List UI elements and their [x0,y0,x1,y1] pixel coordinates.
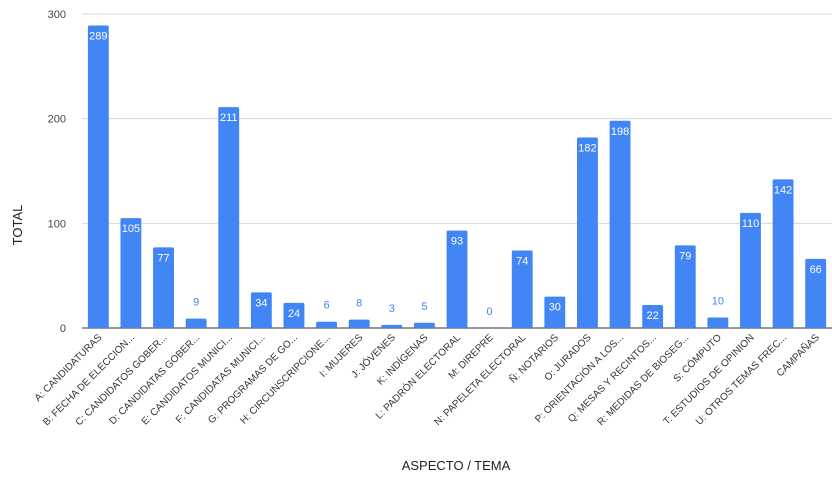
data-label: 211 [220,112,238,124]
y-tick-label: 0 [60,323,66,335]
y-tick-label: 200 [48,114,66,126]
bar [609,120,631,328]
data-label: 93 [451,236,463,248]
data-label: 10 [712,296,724,308]
bar [413,322,435,328]
data-label: 8 [356,298,362,310]
y-tick-label: 100 [48,218,66,230]
data-label: 24 [288,308,300,320]
data-label: 34 [255,297,267,309]
bar [544,296,566,328]
data-label: 182 [578,143,596,155]
data-label: 289 [89,31,107,43]
data-label: 30 [549,302,561,314]
data-label: 79 [679,250,691,262]
bar [511,250,533,328]
bar [707,317,729,328]
data-label: 5 [421,301,427,313]
bars [87,25,827,328]
data-label: 66 [810,264,822,276]
x-axis-title: ASPECTO / TEMA [402,458,511,473]
data-label: 0 [487,306,493,318]
bar [120,218,142,328]
y-axis-title: TOTAL [10,205,25,246]
bar [446,230,468,328]
data-label: 77 [157,252,169,264]
bar [381,324,403,328]
bar [218,107,240,328]
bar [740,212,761,328]
bar [153,247,174,328]
bar [772,179,794,328]
data-label: 9 [193,297,199,309]
data-label: 110 [742,218,760,230]
data-label: 22 [647,310,659,322]
bar [250,292,272,328]
bar [87,25,109,328]
bar [674,245,696,328]
bar [283,302,305,328]
data-label: 3 [389,303,395,315]
y-axis-ticks: 0 100 200 300 [48,9,66,335]
bar [316,321,337,328]
data-label: 105 [122,223,140,235]
data-label: 198 [611,126,629,138]
data-labels: 289 105 77 9 211 34 24 6 8 3 5 93 0 74 30 182 198 22 79 10 1… [89,31,822,322]
bar [642,304,664,328]
bar [805,258,827,328]
bar [348,319,370,328]
data-label: 142 [774,184,792,196]
data-label: 74 [516,256,528,268]
data-label: 6 [324,300,330,312]
bar [185,318,207,328]
y-tick-label: 300 [48,9,66,21]
bar [577,137,598,328]
